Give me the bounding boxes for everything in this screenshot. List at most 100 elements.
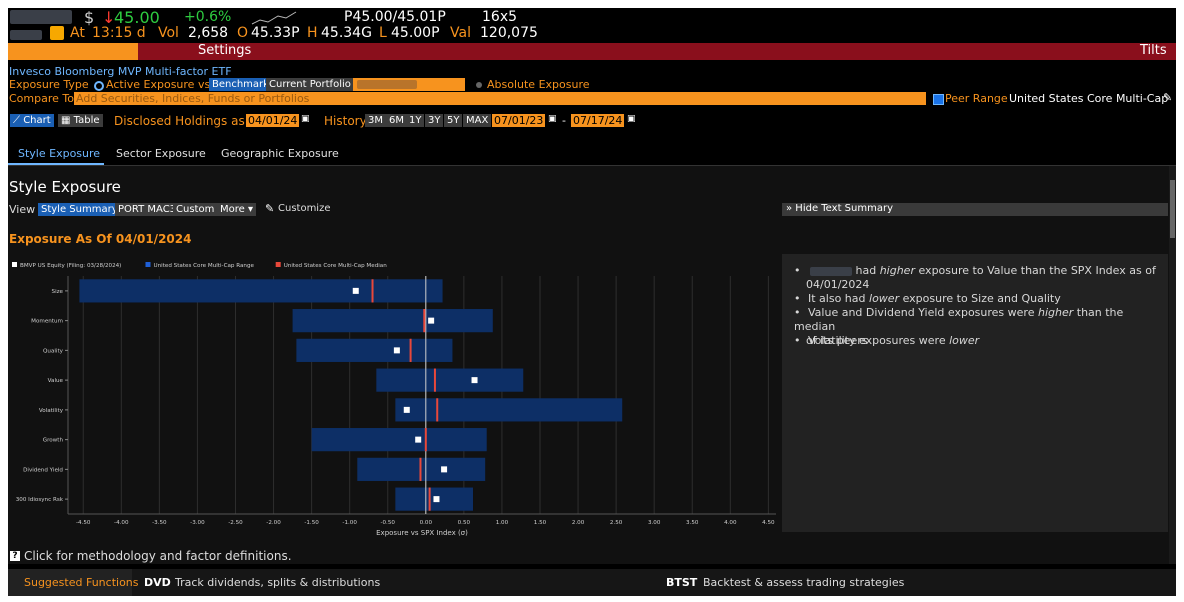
function-code-btst[interactable]: BTST [666, 576, 698, 589]
period-1y[interactable]: 1Y [406, 114, 425, 127]
range-bar [296, 338, 453, 362]
x-tick-label: 1.00 [496, 520, 509, 526]
tab-style-exposure[interactable]: Style Exposure [18, 147, 101, 160]
peer-range-value[interactable]: United States Core Multi-Cap [1009, 92, 1169, 105]
median-marker [433, 368, 436, 392]
methodology-link[interactable]: Click for methodology and factor definit… [24, 549, 292, 563]
compare-input[interactable]: Add Securities, Indices, Funds or Portfo… [74, 92, 926, 105]
help-icon[interactable]: ? [10, 551, 20, 561]
x-tick-label: 2.50 [610, 520, 623, 526]
function-code-dvd[interactable]: DVD [144, 576, 171, 589]
suggested-functions-tab[interactable]: Suggested Functions [8, 569, 139, 596]
disclosed-holdings-label: Disclosed Holdings as of [114, 114, 261, 128]
calendar-icon[interactable]: ▣ [548, 114, 557, 124]
legend-swatch [275, 262, 281, 267]
date-range-dash: - [562, 114, 566, 127]
range-bar [376, 368, 524, 392]
high-price: 45.34G [321, 25, 372, 41]
quote-time: 13:15 d [92, 25, 146, 41]
bid-ask-size: 16x5 [482, 9, 518, 25]
function-bar: Settings Tilts [8, 43, 1176, 60]
exposure-as-of: Exposure As Of 04/01/2024 [9, 232, 192, 246]
view-label: View [9, 203, 36, 216]
function-desc-btst[interactable]: Backtest & assess trading strategies [703, 576, 905, 589]
scrollbar-track[interactable] [1169, 166, 1176, 564]
val-label: Val [450, 25, 471, 41]
tilts-button[interactable]: Tilts [1140, 43, 1167, 58]
chart-view-button[interactable]: ⟋ Chart [10, 114, 54, 127]
x-tick-label: -2.50 [228, 520, 243, 526]
range-bar [79, 279, 443, 303]
peer-range-checkbox[interactable] [933, 94, 944, 105]
summary-item: • It also had lower exposure to Size and… [794, 292, 1061, 305]
period-5y[interactable]: 5Y [444, 114, 463, 127]
range-bar [311, 428, 487, 452]
view-port-mac3[interactable]: PORT MAC3 [115, 203, 180, 216]
down-arrow-icon: ↓ [102, 8, 116, 27]
hide-text-summary-button[interactable]: » Hide Text Summary [782, 203, 1168, 216]
period-max[interactable]: MAX [463, 114, 492, 127]
ticker-redacted [10, 10, 72, 24]
more-dropdown[interactable]: More ▾ [217, 203, 256, 216]
tab-geographic-exposure[interactable]: Geographic Exposure [221, 147, 339, 160]
current-portfolio-button[interactable]: Current Portfolio [266, 78, 354, 91]
history-label: History [324, 114, 367, 128]
legend-swatch [145, 262, 151, 267]
median-marker [371, 279, 374, 303]
x-tick-label: -4.50 [76, 520, 91, 526]
table-view-button[interactable]: ▦ Table [58, 114, 103, 127]
period-6m[interactable]: 6M [386, 114, 407, 127]
chart-legend: BMVP US Equity (Filing: 03/28/2024) Unite… [12, 262, 387, 269]
price-change: +0.6% [184, 9, 232, 25]
tab-sector-exposure[interactable]: Sector Exposure [116, 147, 206, 160]
median-marker [409, 338, 412, 362]
fund-point [352, 287, 359, 294]
sparkline-icon [251, 11, 297, 25]
peer-range-label: Peer Range [945, 92, 1008, 105]
benchmark-field[interactable] [353, 78, 465, 91]
median-marker [423, 309, 426, 333]
pencil-icon[interactable]: ✎ [1163, 91, 1173, 104]
range-bar [395, 398, 623, 422]
open-label: O [237, 25, 249, 41]
x-tick-label: 2.00 [572, 520, 585, 526]
y-tick-label: 300 Idiosync Rsk [16, 497, 64, 503]
x-tick-label: -2.00 [266, 520, 281, 526]
pencil-icon[interactable]: ✎ [265, 202, 275, 215]
customize-button[interactable]: Customize [278, 203, 331, 214]
period-3m[interactable]: 3M [365, 114, 386, 127]
x-tick-label: 0.50 [458, 520, 471, 526]
quote-bar: $ ↓ 45.00 +0.6% P45.00/45.01P 16x5 At 13… [8, 8, 1176, 44]
absolute-exposure-radio[interactable] [476, 82, 482, 88]
chart-x-axis: -4.50 -4.00 -3.50 -3.00 -2.50 -2.00 -1.50 -1.00… [76, 520, 775, 526]
legend-label: United States Core Multi-Cap Median [284, 263, 388, 269]
history-from-date[interactable]: 07/01/23 [492, 114, 546, 127]
legend-label: United States Core Multi-Cap Range [154, 263, 255, 269]
at-label: At [70, 25, 85, 41]
fund-point [441, 466, 448, 473]
view-style-summary[interactable]: Style Summary [38, 203, 121, 216]
function-desc-dvd[interactable]: Track dividends, splits & distributions [175, 576, 381, 589]
period-3y[interactable]: 3Y [425, 114, 444, 127]
volume: 2,658 [188, 25, 229, 41]
history-to-date[interactable]: 07/17/24 [571, 114, 625, 127]
disclosed-date-field[interactable]: 04/01/24 [246, 114, 300, 127]
benchmark-button[interactable]: Benchmark [209, 78, 272, 91]
view-custom[interactable]: Custom [173, 203, 218, 216]
y-tick-label: Volatility [39, 408, 64, 414]
active-exposure-radio[interactable] [94, 81, 104, 91]
low-price: 45.00P [391, 25, 440, 41]
fund-point [403, 406, 410, 413]
scrollbar-thumb[interactable] [1170, 180, 1175, 238]
calendar-icon[interactable]: ▣ [301, 114, 310, 124]
y-tick-label: Growth [43, 438, 64, 444]
active-exposure-label[interactable]: Active Exposure vs [106, 78, 211, 91]
fund-point [415, 436, 422, 443]
settings-button[interactable]: Settings [198, 43, 252, 58]
traded-value: 120,075 [480, 25, 538, 41]
absolute-exposure-label[interactable]: Absolute Exposure [487, 78, 590, 91]
calendar-icon[interactable]: ▣ [627, 114, 636, 124]
bullet: • [794, 264, 801, 277]
tab-bar: Style Exposure Sector Exposure Geographi… [8, 141, 1176, 166]
exposure-type-label: Exposure Type [9, 78, 89, 91]
